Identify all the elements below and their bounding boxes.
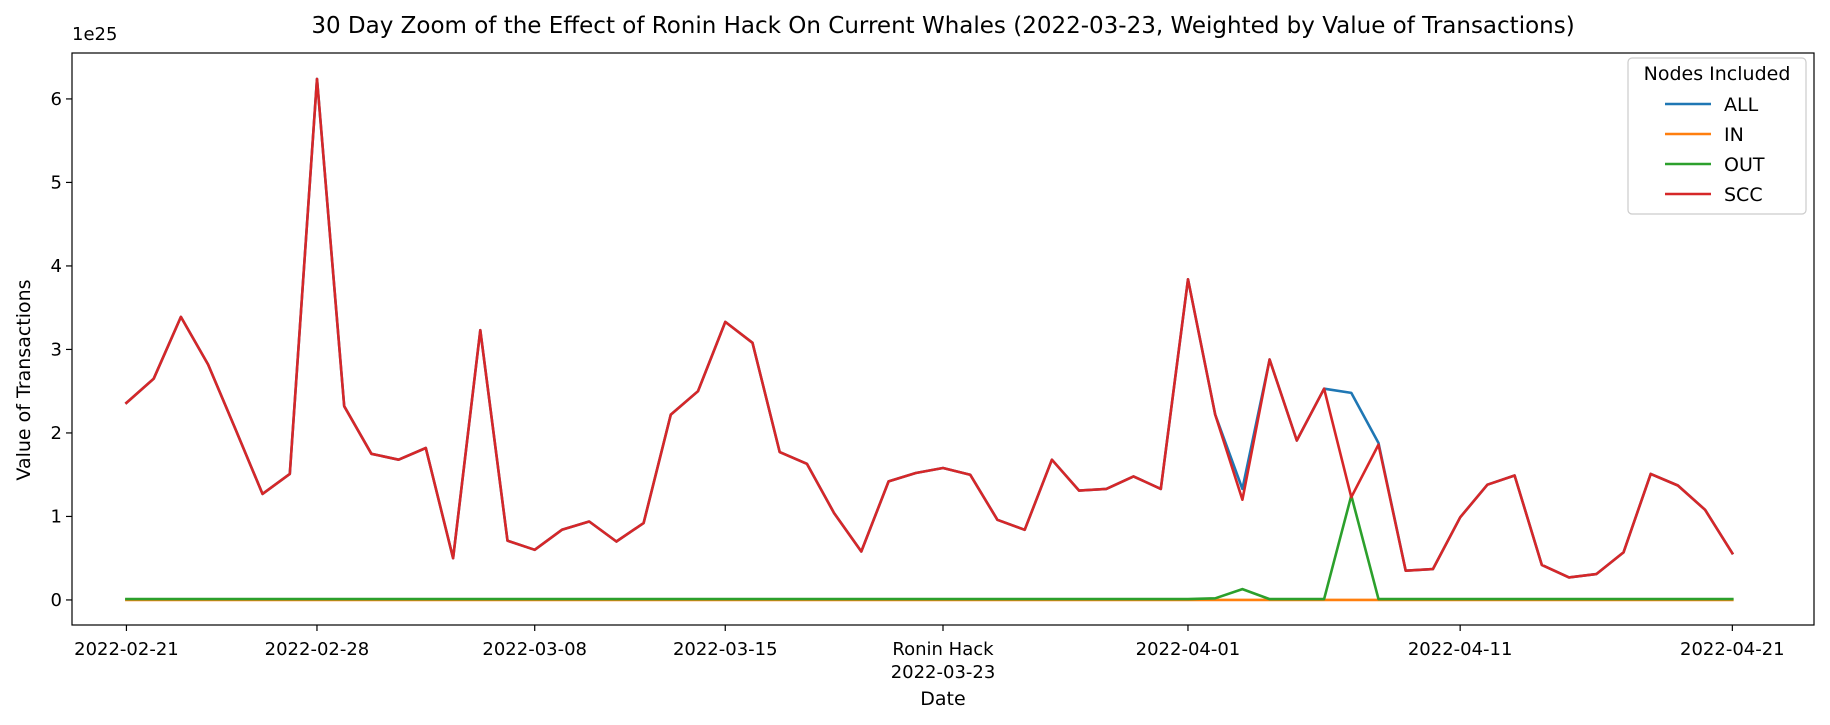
x-tick-label: 2022-04-21 [1680, 639, 1785, 660]
x-tick-label: Ronin Hack [892, 639, 994, 660]
y-axis-title: Value of Transactions [13, 279, 35, 480]
x-tick-label: 2022-02-28 [265, 639, 370, 660]
legend-title: Nodes Included [1644, 63, 1791, 85]
x-tick-label: 2022-02-21 [74, 639, 179, 660]
chart-title: 30 Day Zoom of the Effect of Ronin Hack … [311, 13, 1574, 39]
series-line-scc [124, 77, 1735, 579]
x-tick-label: 2022-04-11 [1408, 639, 1513, 660]
x-tick-label: 2022-03-15 [673, 639, 778, 660]
y-tick-label: 2 [51, 423, 62, 444]
legend-label-all: ALL [1724, 94, 1759, 116]
series-line-out [125, 494, 1734, 601]
y-tick-label: 6 [51, 89, 62, 110]
x-axis-ticks: 2022-02-21 2022-02-28 2022-03-08 2022-03-15… [74, 625, 1785, 683]
legend-label-out: OUT [1724, 154, 1765, 176]
legend-box [1627, 57, 1807, 215]
x-tick-label-secondary: 2022-03-23 [891, 662, 996, 683]
x-tick-label: 2022-03-08 [482, 639, 587, 660]
legend-label-in: IN [1724, 124, 1744, 146]
y-axis-ticks: 0 1 2 3 4 5 6 [51, 89, 72, 611]
y-tick-label: 0 [51, 590, 62, 611]
y-tick-label: 4 [51, 256, 62, 277]
x-axis-title: Date [920, 688, 965, 710]
y-tick-label: 3 [51, 339, 62, 360]
legend: Nodes Included ALL IN OUT SCC [1627, 57, 1807, 215]
y-tick-label: 5 [51, 172, 62, 193]
x-tick-label: 2022-04-01 [1136, 639, 1241, 660]
y-multiplier-label: 1e25 [72, 24, 117, 45]
y-tick-label: 1 [51, 506, 62, 527]
series-lines [124, 77, 1735, 602]
legend-label-scc: SCC [1724, 184, 1763, 206]
